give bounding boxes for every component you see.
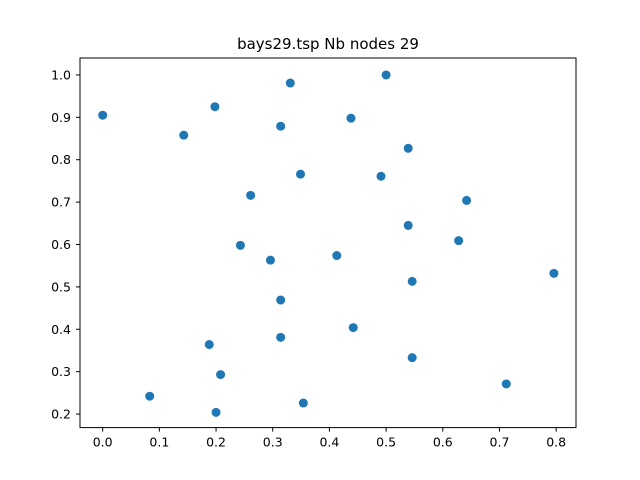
data-point (145, 391, 155, 401)
data-point (501, 379, 511, 389)
data-point (211, 407, 221, 417)
x-tick-label: 0.8 (546, 435, 566, 450)
y-tick-label: 1.0 (51, 67, 71, 82)
y-tick-label: 0.7 (51, 195, 71, 210)
plot-frame (79, 57, 577, 429)
data-point (246, 190, 256, 200)
data-point (276, 332, 286, 342)
x-tick-label: 0.2 (206, 435, 226, 450)
data-point (216, 370, 226, 380)
data-point (376, 171, 386, 181)
x-tick-label: 0.3 (263, 435, 283, 450)
x-tick-label: 0.6 (433, 435, 453, 450)
y-tick-label: 0.5 (51, 279, 71, 294)
data-point (235, 240, 245, 250)
data-point (296, 169, 306, 179)
data-point (210, 102, 220, 112)
x-tick-label: 0.4 (319, 435, 339, 450)
data-point (403, 143, 413, 153)
data-point (549, 268, 559, 278)
y-tick-label: 0.3 (51, 364, 71, 379)
scatter-points (98, 70, 559, 417)
data-point (276, 121, 286, 131)
data-point (348, 323, 358, 333)
chart-title: bays29.tsp Nb nodes 29 (237, 35, 419, 53)
data-point (179, 130, 189, 140)
x-tick-label: 0.0 (93, 435, 113, 450)
x-tick-label: 0.1 (149, 435, 169, 450)
y-tick-label: 0.4 (51, 322, 71, 337)
data-point (265, 255, 275, 265)
data-point (285, 78, 295, 88)
x-tick-label: 0.7 (490, 435, 510, 450)
data-point (332, 251, 342, 261)
data-point (407, 276, 417, 286)
y-tick-label: 0.8 (51, 152, 71, 167)
y-tick-label: 0.2 (51, 407, 71, 422)
data-point (298, 398, 308, 408)
data-point (276, 295, 286, 305)
y-tick-label: 0.6 (51, 237, 71, 252)
y-axis: 0.2 0.3 0.4 0.5 0.6 0.7 0.8 0.9 1.0 (51, 67, 80, 422)
data-point (454, 236, 464, 246)
x-tick-label: 0.5 (376, 435, 396, 450)
data-point (403, 220, 413, 230)
data-point (462, 195, 472, 205)
x-axis: 0.0 0.1 0.2 0.3 0.4 0.5 0.6 0.7 0.8 (93, 427, 566, 450)
data-point (346, 113, 356, 123)
data-point (98, 110, 108, 120)
data-point (204, 340, 214, 350)
y-tick-label: 0.9 (51, 110, 71, 125)
data-point (381, 70, 391, 80)
data-point (407, 353, 417, 363)
